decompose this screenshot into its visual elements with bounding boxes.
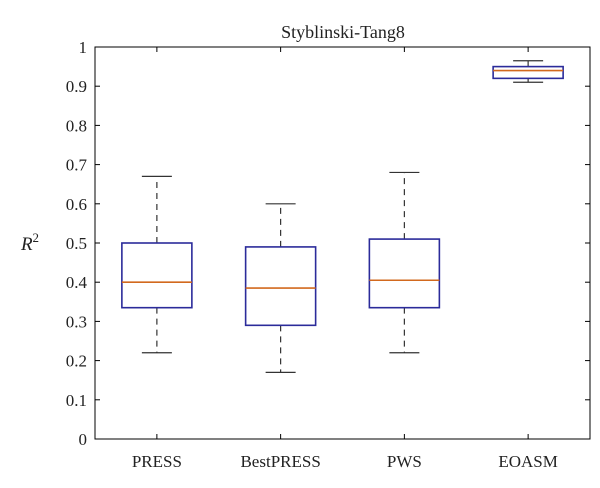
y-tick-label-2: 0.2 [66,352,87,371]
box-rect [244,246,317,327]
y-tick-label-4: 0.4 [66,273,88,292]
x-axis: PRESS BestPRESS PWS EOASM [132,47,558,471]
y-tick-label-3: 0.3 [66,312,87,331]
y-tick-label-10: 1 [79,38,88,57]
x-tick-label-2: PWS [387,452,422,471]
y-tick-label-6: 0.6 [66,195,87,214]
y-axis-label-superscript: 2 [33,230,40,245]
x-tick-label-1: BestPRESS [240,452,320,471]
box-bestpress [244,203,317,373]
y-tick-label-9: 0.9 [66,77,87,96]
x-tick-label-3: EOASM [498,452,558,471]
y-tick-label-5: 0.5 [66,234,87,253]
y-axis-label: R2 [20,230,39,255]
box-rect [121,242,193,309]
box-pws [368,171,441,354]
chart-title: Styblinski-Tang8 [281,22,405,42]
y-axis: 0 0.1 0.2 0.3 0.4 0.5 0.6 0.7 0.8 0.9 1 [66,38,590,449]
box-rect [368,238,441,309]
box-rect [492,65,564,80]
box-eoasm [492,60,564,83]
boxes [121,60,564,373]
x-tick-label-0: PRESS [132,452,182,471]
y-tick-label-0: 0 [79,430,88,449]
y-tick-label-7: 0.7 [66,156,88,175]
y-tick-label-8: 0.8 [66,116,87,135]
box-press [121,175,193,354]
y-tick-label-1: 0.1 [66,391,87,410]
